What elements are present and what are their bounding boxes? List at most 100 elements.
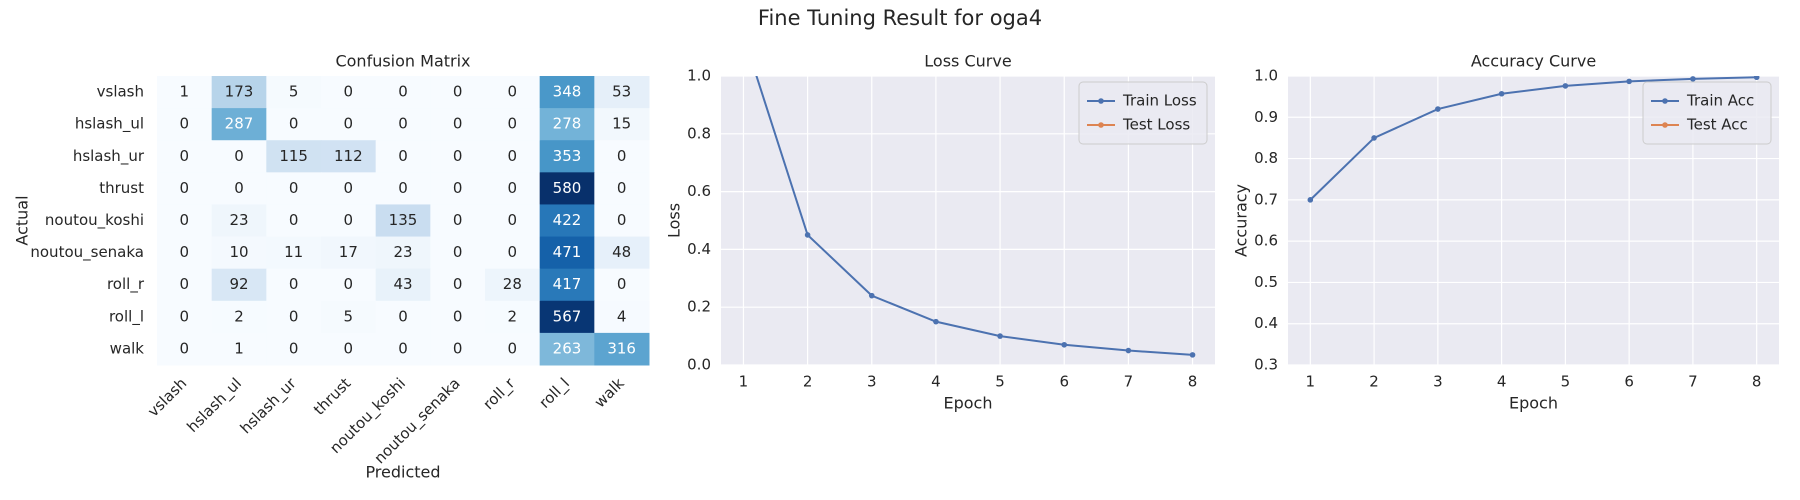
legend-marker [1662,98,1668,104]
row-label: walk [110,339,145,357]
cell-label: 0 [453,179,463,197]
x-tick-label: 3 [1433,373,1443,391]
cell-label: 353 [553,147,582,165]
cell-label: 28 [503,275,522,293]
heatmap-cell [485,332,541,366]
cell-label: 0 [617,211,627,229]
y-tick-label: 0.4 [1254,314,1278,332]
subplot-title: Accuracy Curve [1471,52,1596,71]
heatmap-cell [430,300,486,334]
x-tick-label: 2 [1369,373,1379,391]
cell-label: 92 [229,275,248,293]
cell-label: 0 [289,275,299,293]
x-tick-label: 4 [931,373,941,391]
cell-label: 0 [398,83,408,101]
heatmap-cell [594,140,650,173]
cell-label: 173 [225,83,254,101]
cell-label: 0 [453,243,463,261]
y-tick-label: 0.2 [687,298,711,316]
heatmap-cell [375,236,431,270]
cell-label: 5 [289,83,299,101]
heatmap-cell [211,204,267,238]
series-point [1562,83,1569,89]
row-label: noutou_senaka [30,243,144,262]
x-tick-label: 3 [867,373,877,391]
cell-label: 0 [289,211,299,229]
heatmap-cell [211,332,267,366]
cell-label: 0 [344,179,354,197]
heatmap-cell [321,236,377,270]
column-label: roll_l [536,374,574,412]
y-axis-label: Actual [13,195,32,245]
y-tick-label: 0.6 [1254,232,1278,250]
series-point [997,333,1003,339]
cell-label: 0 [180,115,190,133]
x-tick-label: 1 [739,373,749,391]
column-label: walk [591,374,628,411]
series-point [1435,106,1441,112]
cell-label: 0 [508,211,518,229]
heatmap-cell [321,204,377,238]
heatmap-cell [266,300,322,334]
y-tick-label: 1.0 [1254,67,1278,85]
x-axis-label: Epoch [1509,394,1558,413]
column-label: vslash [144,374,190,420]
cell-label: 0 [453,275,463,293]
x-tick-label: 1 [1306,373,1316,391]
x-axis-label: Epoch [944,394,993,413]
cell-label: 0 [508,243,518,261]
cell-label: 0 [508,83,518,101]
y-tick-label: 1.0 [687,67,711,85]
heatmap-cell [485,236,541,270]
subplot-title: Loss Curve [924,52,1011,71]
heatmap-cell [485,140,541,173]
heatmap-cell [157,268,213,302]
heatmap-cell [485,108,541,141]
cell-label: 417 [553,275,582,293]
heatmap-cell [539,236,595,270]
series-point [1753,76,1760,81]
heatmap-cell [375,76,431,109]
legend-label: Train Acc [1686,92,1754,110]
heatmap-cell [485,268,541,302]
legend-box [1078,81,1208,145]
heatmap-cell [157,172,213,205]
row-label: roll_l [109,307,144,326]
cell-label: 0 [398,179,408,197]
cell-label: 0 [289,179,299,197]
x-tick-label: 6 [1059,373,1069,391]
cell-label: 0 [180,243,190,261]
heatmap-cell [485,76,541,109]
cell-label: 53 [612,83,631,101]
series-point [1061,341,1068,348]
cell-label: 2 [234,307,244,325]
cell-label: 0 [453,83,463,101]
heatmap-cell [375,204,431,238]
column-label: roll_r [479,374,519,414]
cell-label: 115 [279,147,308,165]
heatmap-cell [321,172,377,205]
series-point [741,33,747,39]
cell-label: 0 [180,307,190,325]
column-label: hslash_ur [237,374,301,438]
heatmap-cell [485,300,541,334]
plot-area [741,33,1196,358]
heatmap-cell [211,268,267,302]
heatmap-cell [539,76,595,109]
heatmap-cell [539,172,595,205]
heatmap-cell [594,332,650,366]
x-tick-label: 8 [1188,373,1198,391]
legend-box [1642,81,1772,145]
heatmap-cell [211,300,267,334]
heatmap-cell [321,268,377,302]
heatmap-cell [157,204,213,238]
heatmap-cell [266,332,322,366]
heatmap-cell [157,108,213,141]
cell-label: 0 [508,115,518,133]
cell-label: 0 [617,275,627,293]
series-point [804,232,811,238]
cell-label: 287 [225,115,254,133]
cell-label: 0 [344,211,354,229]
legend-marker [1098,98,1104,104]
heatmap-cell [430,268,486,302]
